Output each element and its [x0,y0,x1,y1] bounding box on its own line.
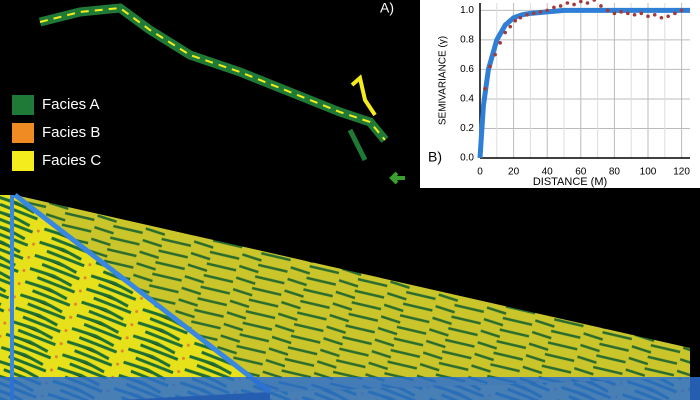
x-axis-label: DISTANCE (M) [533,176,607,188]
facies-map [38,3,405,185]
data-point [605,8,610,13]
legend: Facies A Facies B Facies C [12,95,101,171]
x-tick-label: 60 [575,167,587,178]
data-point [531,11,536,16]
data-point [565,1,570,5]
data-point [545,8,549,13]
data-point [579,0,583,4]
legend-label: Facies A [42,96,100,113]
data-point [503,30,508,35]
data-point [592,0,597,2]
data-point [493,52,497,57]
x-tick-label: 0 [477,167,483,178]
legend-label: Facies B [42,124,100,141]
x-tick-label: 100 [640,167,657,178]
x-tick-label: 20 [508,167,520,178]
data-point [552,5,556,10]
facies-block [0,193,700,400]
data-point [646,14,650,19]
y-tick-label: 0.6 [460,64,474,75]
data-point [572,2,576,7]
data-point [659,15,664,20]
y-tick-label: 0.4 [460,94,474,105]
data-point [518,15,523,20]
data-point [626,11,630,16]
y-tick-label: 1.0 [460,5,474,16]
data-point [639,11,644,16]
y-tick-label: 0.2 [460,123,474,134]
panel-label: A) [380,0,394,16]
data-point [679,8,684,13]
data-point [619,10,623,14]
legend-swatch [12,151,34,171]
legend-label: Facies C [42,152,101,169]
data-point [488,64,492,69]
chart: 0.0 0.2 0.4 0.6 0.8 1.0 0 20 40 60 80 100 120 DISTANC… [428,0,690,188]
data-point [498,41,502,45]
legend-swatch [12,95,34,115]
x-tick-label: 120 [673,167,690,178]
data-point [666,14,670,19]
y-axis-label: SEMIVARIANCE (γ) [438,36,449,125]
data-point [538,10,543,14]
data-point [673,11,677,16]
data-point [585,1,590,5]
data-point [599,4,603,8]
data-point [525,13,529,17]
panel-label: B) [428,149,442,165]
x-tick-label: 80 [609,167,621,178]
data-point [612,11,617,16]
data-point [632,13,637,17]
data-point [558,4,563,8]
legend-swatch [12,123,34,143]
y-tick-label: 0.8 [460,35,474,46]
data-point [513,18,518,23]
y-tick-label: 0.0 [460,153,474,164]
model-curve [477,7,690,159]
data-point [483,86,487,91]
x-tick-label: 40 [542,167,554,178]
data-point [652,13,657,17]
chart-background [420,0,700,188]
data-point [508,24,513,29]
